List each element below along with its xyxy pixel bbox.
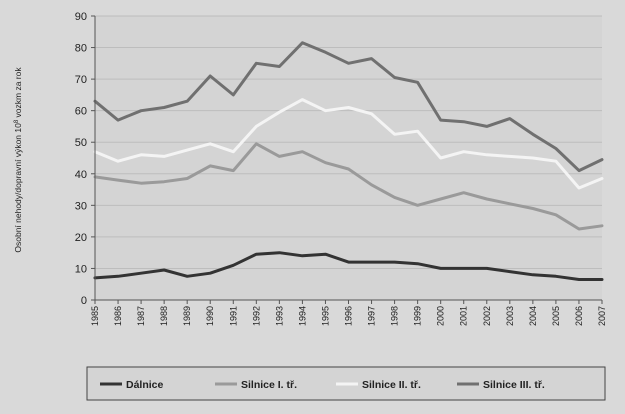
x-tick-label: 2007	[597, 306, 607, 326]
series-line-1	[93, 142, 604, 231]
y-axis-title: Osobní nehody/dopravní výkon 108 vozkm z…	[13, 67, 23, 253]
y-tick-label: 60	[75, 106, 87, 118]
x-tick-label: 2006	[574, 306, 584, 326]
y-tick-label: 0	[81, 295, 87, 307]
legend-label-0: Dálnice	[126, 379, 164, 391]
x-tick-label: 1988	[159, 306, 169, 326]
x-tick-label: 1992	[251, 306, 261, 326]
x-tick-label: 1993	[274, 306, 284, 326]
series-line-0	[93, 251, 604, 281]
x-tick-label: 2004	[528, 306, 538, 326]
y-tick-label: 20	[75, 232, 87, 244]
x-tick-label: 1991	[228, 306, 238, 326]
y-tick-label: 70	[75, 74, 87, 86]
x-tick-label: 1994	[297, 306, 307, 326]
x-tick-label: 1985	[90, 306, 100, 326]
x-tick-label: 1999	[413, 306, 423, 326]
x-tick-label: 1996	[344, 306, 354, 326]
x-tick-label: 1997	[367, 306, 377, 326]
y-tick-label: 90	[75, 11, 87, 23]
legend-label-3: Silnice III. tř.	[483, 379, 545, 391]
x-tick-label: 1986	[113, 306, 123, 326]
legend-label-2: Silnice II. tř.	[362, 379, 421, 391]
x-tick-label: 2000	[436, 306, 446, 326]
y-tick-label: 40	[75, 169, 87, 181]
series-line-3	[93, 41, 604, 173]
x-tick-label: 1995	[320, 306, 330, 326]
x-tick-label: 1998	[390, 306, 400, 326]
series-line-2	[93, 98, 604, 190]
y-tick-label: 30	[75, 200, 87, 212]
x-tick-label: 2002	[482, 306, 492, 326]
x-tick-label: 1990	[205, 306, 215, 326]
y-tick-label: 50	[75, 137, 87, 149]
x-tick-label: 1987	[136, 306, 146, 326]
x-tick-label: 2003	[505, 306, 515, 326]
x-tick-label: 2001	[459, 306, 469, 326]
legend-label-1: Silnice I. tř.	[241, 379, 297, 391]
y-tick-label: 80	[75, 43, 87, 55]
x-tick-label: 1989	[182, 306, 192, 326]
x-tick-label: 2005	[551, 306, 561, 326]
y-tick-label: 10	[75, 263, 87, 275]
